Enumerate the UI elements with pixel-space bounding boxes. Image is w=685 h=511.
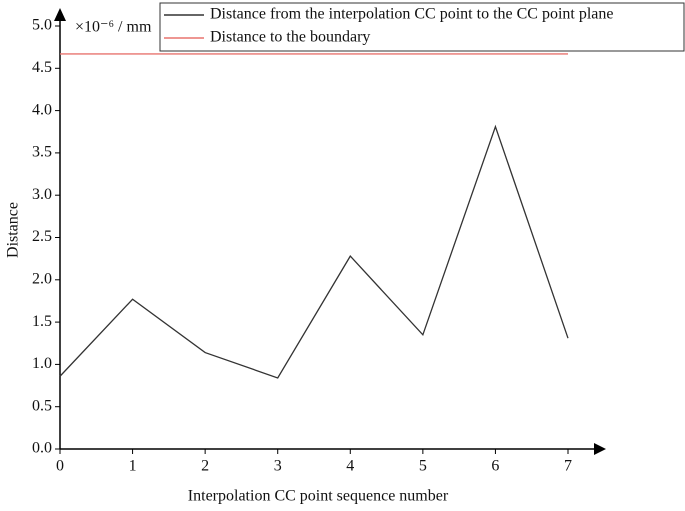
legend-box — [159, 2, 685, 52]
x-tick-label: 1 — [129, 458, 137, 475]
y-tick-label: 4.0 — [32, 101, 52, 118]
y-tick-label: 4.5 — [32, 59, 52, 76]
legend-label: Distance to the boundary — [210, 29, 370, 46]
y-tick-label: 3.5 — [32, 144, 52, 161]
y-tick-label: 0.0 — [32, 440, 52, 457]
y-tick-label: 3.0 — [32, 186, 52, 203]
unit-annotation: ×10⁻⁶ / mm — [75, 19, 152, 36]
x-tick-label: 7 — [564, 458, 572, 475]
series-line — [59, 124, 569, 379]
x-tick-label: 0 — [56, 458, 64, 475]
x-axis-arrow — [594, 443, 606, 455]
x-tick-label: 5 — [419, 458, 427, 475]
x-tick-label: 2 — [201, 458, 209, 475]
y-tick-label: 2.5 — [32, 228, 52, 245]
y-tick-label: 5.0 — [32, 17, 52, 34]
y-tick-label: 1.5 — [32, 313, 52, 330]
y-tick-label: 1.0 — [32, 355, 52, 372]
x-tick-label: 4 — [346, 458, 354, 475]
y-axis-arrow — [54, 8, 66, 21]
y-tick-label: 0.5 — [32, 397, 52, 414]
x-tick-label: 3 — [274, 458, 282, 475]
y-tick-label: 2.0 — [32, 270, 52, 287]
legend-label: Distance from the interpolation CC point… — [210, 6, 614, 23]
x-axis-title: Interpolation CC point sequence number — [188, 488, 449, 505]
x-tick-label: 6 — [491, 458, 499, 475]
y-axis-title: Distance — [5, 202, 22, 258]
